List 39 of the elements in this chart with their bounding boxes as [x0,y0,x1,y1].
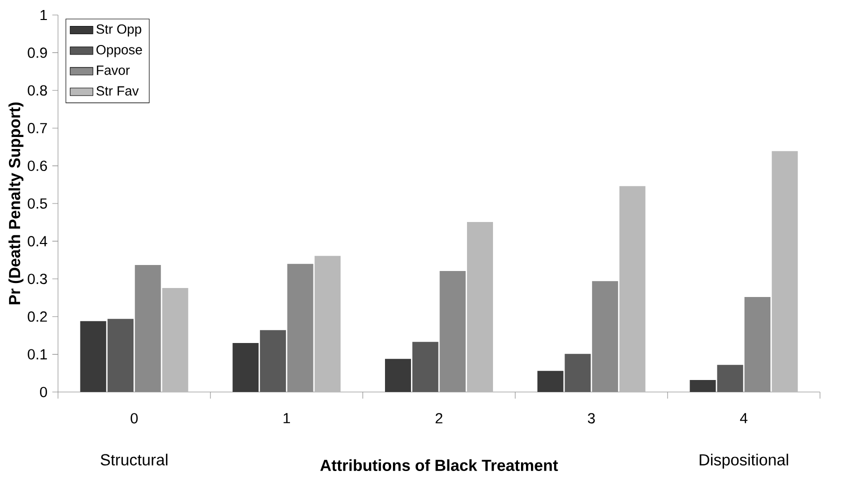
y-tick-label: 0.6 [28,160,47,171]
y-tick-label: 0.1 [28,349,47,360]
bar [772,151,798,392]
legend-label: Str Opp [96,24,142,36]
y-tick-label: 0.5 [28,198,47,209]
text: Structural [100,454,168,466]
y-tick-label: 0.4 [28,236,48,246]
y-tick-label: 0.2 [28,311,47,322]
y-axis-title: Pr (Death Penalty Support) [8,102,24,304]
y-tick-label: 0.8 [28,85,47,96]
bar [412,342,438,392]
x-tick-label: 3 [588,413,595,424]
bar [260,330,286,392]
y-tick-label: 0.3 [28,274,47,284]
x-tick-label: 1 [284,413,290,424]
bar [232,342,259,392]
text: Dispositional [700,454,788,469]
y-tick-label: 0 [40,386,48,398]
x-axis-title: Attributions of Black Treatment [320,459,558,472]
bar [564,354,591,392]
bar [537,370,564,392]
y-tick-label: 1 [40,10,47,20]
x-tick-label: 2 [436,413,442,424]
legend-label: Favor [96,66,130,75]
y-tick-label: 0.9 [28,48,47,58]
legend-label: Str Fav [96,86,139,96]
bar [467,222,494,392]
x-tick-label: 0 [130,413,138,424]
x-tick-label: 4 [740,413,748,424]
bar [385,358,411,392]
bar [314,256,341,392]
legend-label: Oppose [96,45,142,58]
bar [162,288,188,392]
bar [619,186,646,392]
bar [80,321,106,392]
bar [108,318,134,392]
bar [717,364,744,392]
y-tick-label: 0.7 [28,122,47,134]
bar [690,380,716,392]
